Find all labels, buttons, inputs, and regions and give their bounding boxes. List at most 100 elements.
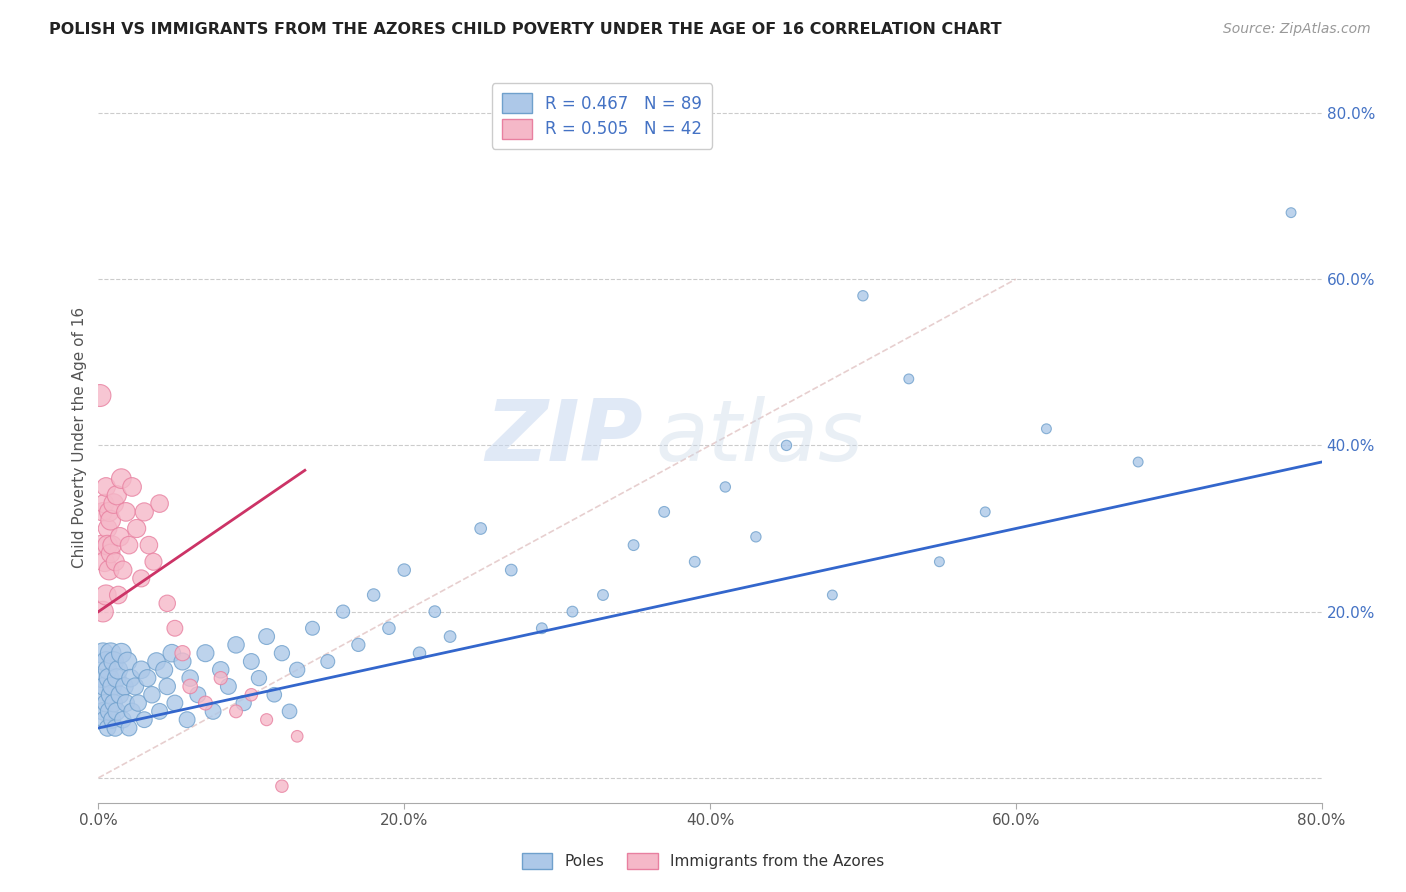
- Point: [115, 696, 138, 710]
- Point: [104, 721, 127, 735]
- Point: [378, 621, 401, 635]
- Point: [98, 505, 121, 519]
- Point: [98, 671, 121, 685]
- Point: [623, 538, 645, 552]
- Point: [94, 696, 117, 710]
- Point: [209, 663, 232, 677]
- Point: [363, 588, 385, 602]
- Point: [852, 289, 875, 303]
- Point: [270, 646, 292, 660]
- Point: [270, 779, 292, 793]
- Point: [974, 505, 997, 519]
- Point: [108, 530, 131, 544]
- Point: [149, 497, 172, 511]
- Point: [110, 472, 132, 486]
- Point: [129, 571, 152, 585]
- Point: [172, 655, 194, 669]
- Point: [104, 555, 127, 569]
- Point: [652, 505, 675, 519]
- Point: [98, 563, 121, 577]
- Point: [225, 705, 247, 719]
- Point: [112, 680, 135, 694]
- Point: [110, 646, 132, 660]
- Point: [94, 655, 117, 669]
- Point: [111, 713, 134, 727]
- Point: [91, 646, 114, 660]
- Point: [561, 605, 583, 619]
- Point: [256, 713, 278, 727]
- Point: [107, 663, 129, 677]
- Point: [240, 688, 263, 702]
- Point: [194, 646, 217, 660]
- Point: [124, 680, 146, 694]
- Point: [97, 663, 120, 677]
- Point: [89, 688, 111, 702]
- Point: [125, 521, 148, 535]
- Point: [136, 671, 159, 685]
- Point: [163, 696, 186, 710]
- Point: [91, 505, 114, 519]
- Point: [501, 563, 523, 577]
- Point: [117, 655, 139, 669]
- Point: [93, 680, 115, 694]
- Point: [153, 663, 176, 677]
- Point: [118, 538, 141, 552]
- Point: [100, 688, 122, 702]
- Point: [105, 488, 128, 502]
- Point: [160, 646, 183, 660]
- Point: [115, 505, 138, 519]
- Point: [714, 480, 737, 494]
- Point: [105, 671, 128, 685]
- Point: [101, 538, 124, 552]
- Point: [232, 696, 254, 710]
- Point: [103, 497, 125, 511]
- Point: [93, 555, 115, 569]
- Point: [107, 588, 129, 602]
- Point: [100, 546, 122, 560]
- Point: [90, 671, 112, 685]
- Point: [97, 721, 120, 735]
- Text: ZIP: ZIP: [485, 395, 643, 479]
- Point: [98, 705, 121, 719]
- Point: [745, 530, 768, 544]
- Point: [149, 705, 172, 719]
- Point: [93, 713, 115, 727]
- Point: [172, 646, 194, 660]
- Point: [138, 538, 160, 552]
- Point: [134, 713, 156, 727]
- Point: [316, 655, 339, 669]
- Point: [145, 655, 167, 669]
- Legend: Poles, Immigrants from the Azores: Poles, Immigrants from the Azores: [516, 847, 890, 875]
- Point: [163, 621, 186, 635]
- Point: [392, 563, 416, 577]
- Point: [111, 563, 134, 577]
- Point: [285, 729, 308, 743]
- Legend: R = 0.467   N = 89, R = 0.505   N = 42: R = 0.467 N = 89, R = 0.505 N = 42: [492, 83, 713, 148]
- Point: [1279, 205, 1302, 219]
- Point: [179, 680, 201, 694]
- Point: [94, 480, 117, 494]
- Text: atlas: atlas: [655, 395, 863, 479]
- Point: [101, 680, 124, 694]
- Point: [423, 605, 446, 619]
- Point: [263, 688, 285, 702]
- Point: [91, 605, 114, 619]
- Point: [240, 655, 263, 669]
- Point: [225, 638, 247, 652]
- Point: [408, 646, 430, 660]
- Point: [94, 588, 117, 602]
- Point: [179, 671, 201, 685]
- Point: [1035, 422, 1057, 436]
- Point: [176, 713, 198, 727]
- Text: Source: ZipAtlas.com: Source: ZipAtlas.com: [1223, 22, 1371, 37]
- Point: [97, 538, 120, 552]
- Point: [247, 671, 270, 685]
- Point: [470, 521, 492, 535]
- Point: [683, 555, 706, 569]
- Point: [90, 538, 112, 552]
- Point: [101, 713, 124, 727]
- Point: [194, 696, 217, 710]
- Point: [285, 663, 308, 677]
- Point: [530, 621, 553, 635]
- Point: [142, 555, 165, 569]
